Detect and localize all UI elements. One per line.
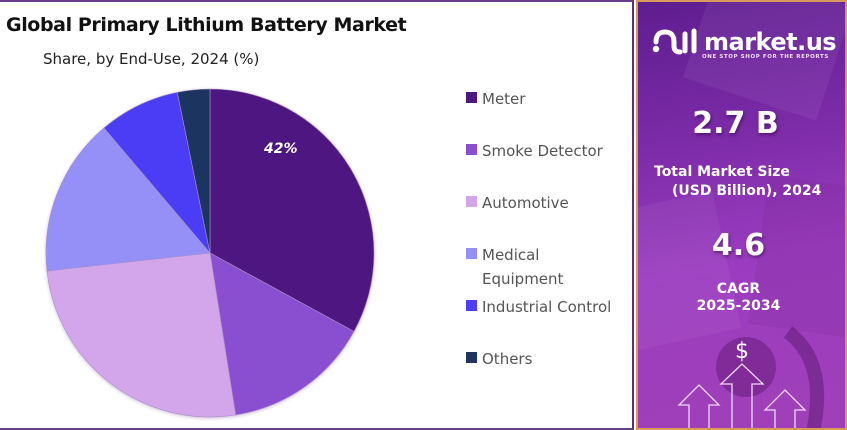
legend-label: Medical Equipment bbox=[482, 243, 563, 291]
legend-label: Smoke Detector bbox=[482, 142, 603, 160]
legend-item-others[interactable]: Others bbox=[466, 347, 532, 371]
legend: Meter Smoke Detector Automotive Medical … bbox=[466, 2, 632, 430]
legend-label-line1: Medical bbox=[482, 246, 540, 264]
cagr-label-1: CAGR bbox=[716, 281, 761, 297]
legend-label: Automotive bbox=[482, 194, 569, 212]
background-curve bbox=[783, 326, 825, 428]
legend-swatch-smoke-detector bbox=[466, 144, 477, 155]
legend-label: Others bbox=[482, 350, 533, 368]
legend-label-line2: Equipment bbox=[482, 270, 564, 288]
background-shape bbox=[682, 2, 845, 121]
pie-svg bbox=[45, 88, 375, 418]
up-arrow-icon bbox=[677, 363, 807, 428]
legend-swatch-medical-equipment bbox=[466, 248, 477, 259]
growth-illustration: $ bbox=[677, 326, 825, 428]
legend-swatch-meter bbox=[466, 92, 477, 103]
slice-label-meter: 42% bbox=[264, 141, 298, 157]
cagr-label-2: 2025-2034 bbox=[696, 298, 781, 314]
legend-swatch-industrial-control bbox=[466, 300, 477, 311]
legend-item-automotive[interactable]: Automotive bbox=[466, 191, 569, 215]
legend-label: Industrial Control bbox=[482, 298, 612, 316]
dollar-icon: $ bbox=[735, 339, 749, 364]
pie-slice-smoke-detector[interactable] bbox=[209, 252, 355, 416]
pie-slice-medical-equipment[interactable] bbox=[45, 127, 211, 272]
pie-slice-meter[interactable] bbox=[209, 88, 375, 332]
pie-chart: 42% bbox=[0, 2, 460, 430]
cagr-value: 4.6 bbox=[711, 228, 766, 263]
pie-slice-others[interactable] bbox=[176, 88, 211, 254]
legend-item-smoke-detector[interactable]: Smoke Detector bbox=[466, 139, 603, 163]
market-size-label-1: Total Market Size bbox=[654, 164, 790, 180]
pie-slice-automotive[interactable] bbox=[46, 252, 237, 418]
legend-item-industrial-control[interactable]: Industrial Control bbox=[466, 295, 611, 319]
legend-item-meter[interactable]: Meter bbox=[466, 87, 525, 111]
legend-swatch-automotive bbox=[466, 196, 477, 207]
legend-item-medical-equipment[interactable]: Medical Equipment bbox=[466, 243, 563, 291]
market-size-label-2: (USD Billion), 2024 bbox=[672, 183, 822, 199]
chart-subtitle: Share, by End-Use, 2024 (%) bbox=[43, 50, 260, 68]
chart-title: Global Primary Lithium Battery Market bbox=[6, 14, 407, 36]
brand-name: market.us bbox=[704, 28, 837, 56]
market-size-value: 2.7 B bbox=[692, 106, 779, 141]
legend-label: Meter bbox=[482, 90, 526, 108]
logo-mark-icon bbox=[652, 28, 697, 55]
legend-swatch-others bbox=[466, 352, 477, 363]
stats-sidebar: market.us ONE STOP SHOP FOR THE REPORTS … bbox=[636, 0, 847, 430]
brand-logo[interactable]: market.us bbox=[652, 28, 837, 56]
brand-tagline: ONE STOP SHOP FOR THE REPORTS bbox=[702, 54, 829, 60]
chart-panel: Global Primary Lithium Battery Market Sh… bbox=[0, 0, 634, 430]
